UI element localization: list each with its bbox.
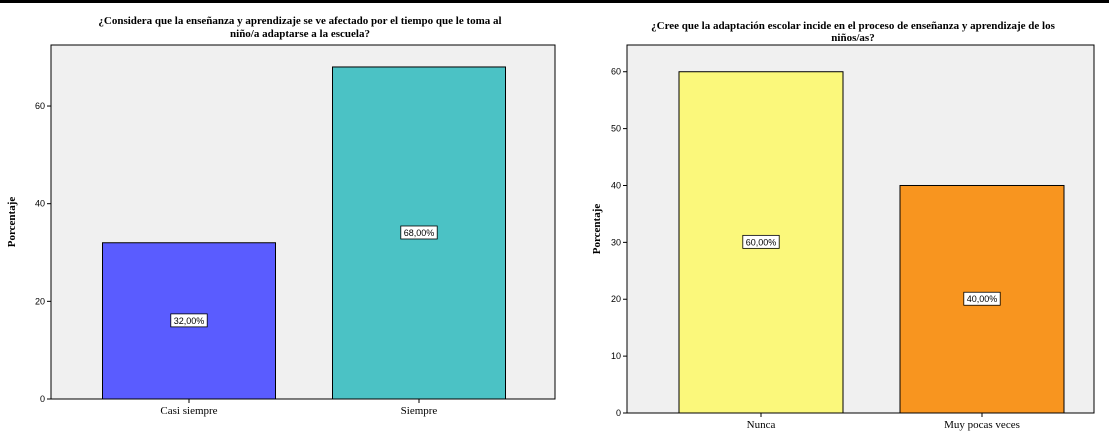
- data-label-box: [170, 313, 208, 328]
- y-tick-label: 60: [35, 101, 45, 111]
- chart-title-line: ¿Cree que la adaptación escolar incide e…: [651, 20, 1055, 32]
- data-label-box: [742, 234, 780, 249]
- data-label: 40,00%: [967, 294, 998, 304]
- y-axis-label: Porcentaje: [591, 204, 603, 255]
- data-label: 60,00%: [746, 237, 777, 247]
- y-tick-label: 40: [611, 180, 621, 190]
- x-category-label: Siempre: [401, 405, 438, 417]
- chart-title-line: niño/a adaptarse a la escuela?: [230, 28, 370, 40]
- y-axis-label: Porcentaje: [6, 197, 18, 248]
- data-label-box: [963, 291, 1001, 306]
- y-tick-label: 50: [611, 124, 621, 134]
- data-label: 68,00%: [404, 228, 435, 238]
- top-rule: [0, 0, 1109, 3]
- y-tick-label: 60: [611, 67, 621, 77]
- chart-panel-2: ¿Cree que la adaptación escolar incide e…: [591, 20, 1095, 431]
- y-tick-label: 0: [616, 408, 621, 418]
- data-label-box: [400, 225, 438, 240]
- y-tick-label: 10: [611, 351, 621, 361]
- chart-panel-1: ¿Considera que la enseñanza y aprendizaj…: [6, 15, 556, 417]
- y-tick-label: 30: [611, 237, 621, 247]
- y-tick-label: 40: [35, 199, 45, 209]
- chart-title-line: niños/as?: [831, 32, 874, 44]
- x-category-label: Nunca: [747, 419, 776, 431]
- y-tick-label: 20: [611, 294, 621, 304]
- y-tick-label: 0: [40, 394, 45, 404]
- data-label: 32,00%: [174, 316, 205, 326]
- y-tick-label: 20: [35, 296, 45, 306]
- chart-title-line: ¿Considera que la enseñanza y aprendizaj…: [98, 15, 501, 27]
- x-category-label: Casi siempre: [160, 405, 217, 417]
- x-category-label: Muy pocas veces: [944, 419, 1020, 431]
